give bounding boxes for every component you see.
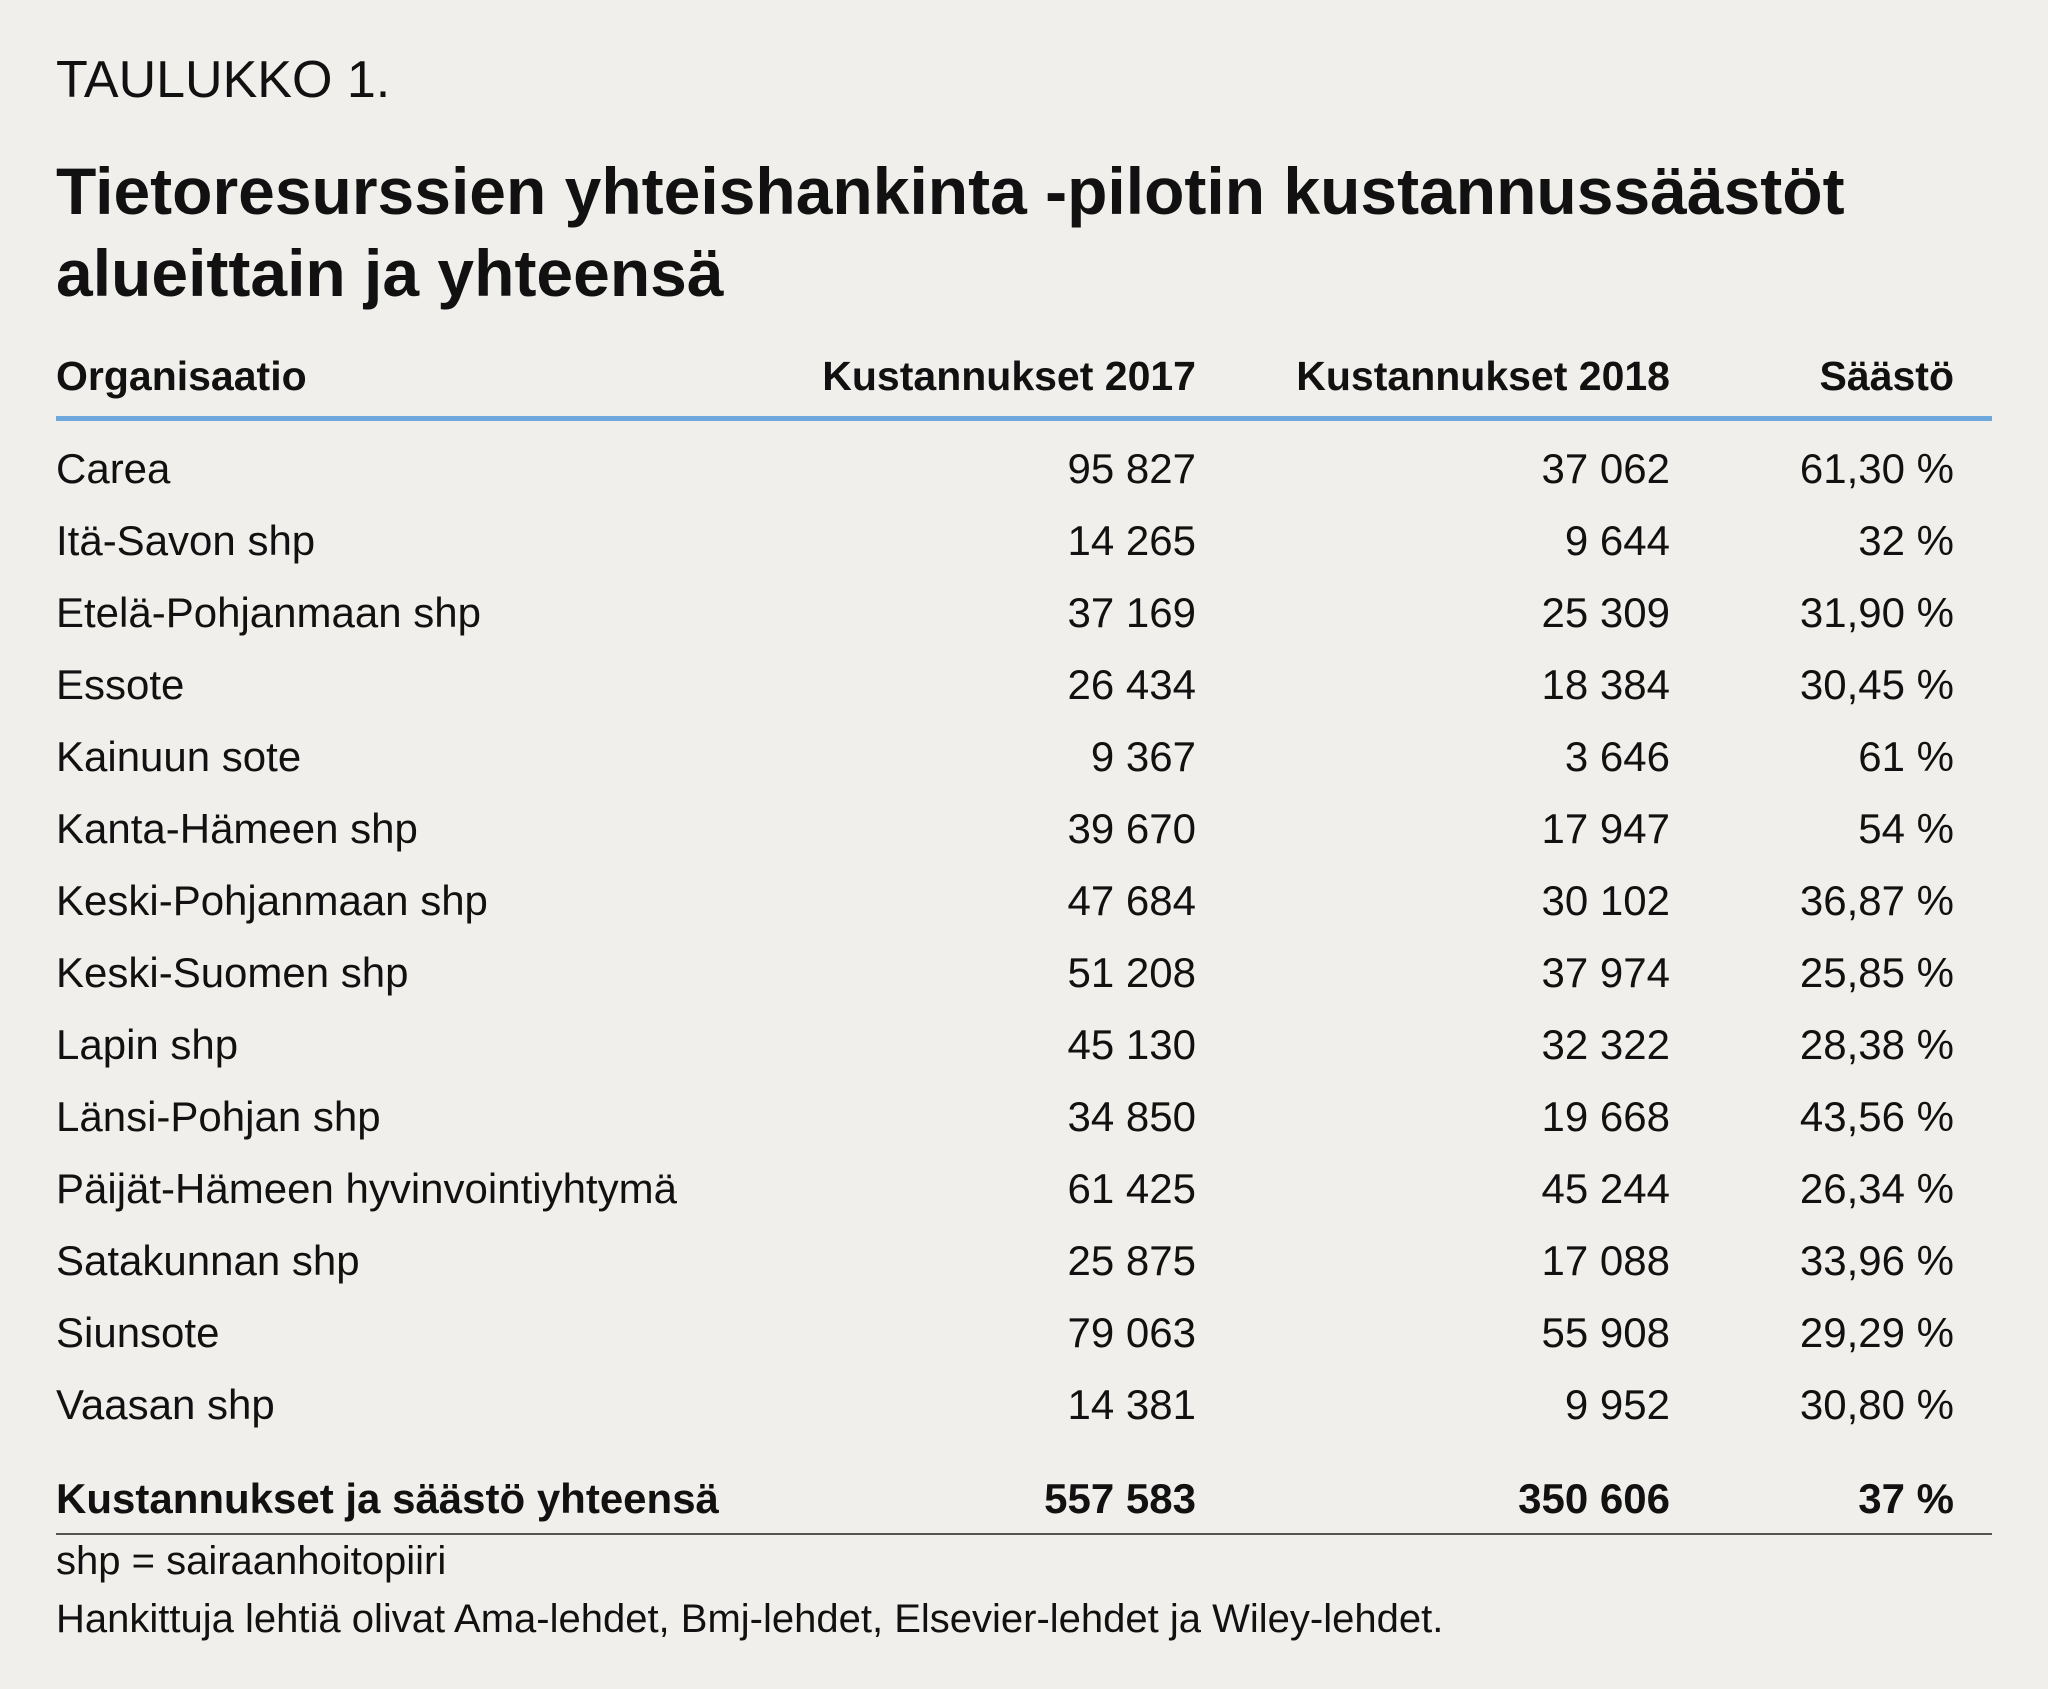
table-row: Kainuun sote 9 367 3 646 61 % xyxy=(56,729,1992,801)
table-row: Essote 26 434 18 384 30,45 % xyxy=(56,657,1992,729)
cell-costs-2018: 55 908 xyxy=(1541,1309,1670,1356)
cell-costs-2017: 61 425 xyxy=(1067,1165,1196,1212)
title-line-2: alueittain ja yhteensä xyxy=(56,236,724,310)
cell-saving: 33,96 % xyxy=(1799,1237,1954,1284)
total-saving: 37 % xyxy=(1858,1475,1954,1522)
cell-organisation: Kainuun sote xyxy=(56,733,302,780)
cell-costs-2018: 25 309 xyxy=(1541,589,1670,636)
cell-organisation: Keski-Suomen shp xyxy=(56,949,409,996)
cell-organisation: Siunsote xyxy=(56,1309,220,1356)
cost-savings-table: Organisaatio Kustannukset 2017 Kustannuk… xyxy=(56,348,1992,1535)
table-row: Kanta-Hämeen shp 39 670 17 947 54 % xyxy=(56,801,1992,873)
table-row: Lapin shp 45 130 32 322 28,38 % xyxy=(56,1017,1992,1089)
cell-saving: 43,56 % xyxy=(1799,1093,1954,1140)
cell-costs-2018: 18 384 xyxy=(1541,661,1670,708)
cell-costs-2018: 17 947 xyxy=(1541,805,1670,852)
cell-costs-2017: 26 434 xyxy=(1067,661,1196,708)
cell-saving: 28,38 % xyxy=(1799,1021,1954,1068)
cell-saving: 31,90 % xyxy=(1799,589,1954,636)
cell-organisation: Kanta-Hämeen shp xyxy=(56,805,418,852)
table-row: Päijät-Hämeen hyvinvointiyhtymä 61 425 45 … xyxy=(56,1161,1992,1233)
header-saving: Säästö xyxy=(1819,353,1954,399)
header-costs-2017: Kustannukset 2017 xyxy=(822,353,1196,399)
table-label: TAULUKKO 1. xyxy=(56,51,391,109)
cell-costs-2017: 47 684 xyxy=(1067,877,1196,924)
cell-costs-2018: 30 102 xyxy=(1541,877,1670,924)
table-row: Carea 95 827 37 062 61,30 % xyxy=(56,441,1992,513)
table-row: Keski-Suomen shp 51 208 37 974 25,85 % xyxy=(56,945,1992,1017)
cell-costs-2017: 39 670 xyxy=(1067,805,1196,852)
cell-costs-2018: 37 062 xyxy=(1541,445,1670,492)
table-header-row: Organisaatio Kustannukset 2017 Kustannuk… xyxy=(56,348,1992,416)
total-label: Kustannukset ja säästö yhteensä xyxy=(56,1475,719,1522)
header-divider xyxy=(56,416,1992,421)
cell-saving: 61,30 % xyxy=(1799,445,1954,492)
cell-organisation: Itä-Savon shp xyxy=(56,517,316,564)
cell-costs-2018: 17 088 xyxy=(1541,1237,1670,1284)
note-journals: Hankittuja lehtiä olivat Ama-lehdet, Bmj… xyxy=(56,1597,1444,1641)
table-row: Vaasan shp 14 381 9 952 30,80 % xyxy=(56,1377,1992,1449)
cell-organisation: Lapin shp xyxy=(56,1021,239,1068)
cell-organisation: Länsi-Pohjan shp xyxy=(56,1093,381,1140)
cell-costs-2017: 51 208 xyxy=(1067,949,1196,996)
cell-saving: 36,87 % xyxy=(1799,877,1954,924)
table-notes: shp = sairaanhoitopiiri Hankittuja lehti… xyxy=(56,1532,1443,1648)
cell-organisation: Keski-Pohjanmaan shp xyxy=(56,877,488,924)
cell-saving: 54 % xyxy=(1858,805,1954,852)
cell-costs-2018: 32 322 xyxy=(1541,1021,1670,1068)
cell-saving: 29,29 % xyxy=(1799,1309,1954,1356)
header-costs-2018: Kustannukset 2018 xyxy=(1296,353,1670,399)
cell-costs-2018: 3 646 xyxy=(1564,733,1670,780)
table-row: Itä-Savon shp 14 265 9 644 32 % xyxy=(56,513,1992,585)
table-row: Etelä-Pohjanmaan shp 37 169 25 309 31,90 % xyxy=(56,585,1992,657)
cell-costs-2018: 37 974 xyxy=(1541,949,1670,996)
table-row: Siunsote 79 063 55 908 29,29 % xyxy=(56,1305,1992,1377)
cell-costs-2018: 9 952 xyxy=(1564,1381,1670,1428)
cell-costs-2017: 45 130 xyxy=(1067,1021,1196,1068)
cell-costs-2017: 79 063 xyxy=(1067,1309,1196,1356)
cell-organisation: Etelä-Pohjanmaan shp xyxy=(56,589,481,636)
cell-costs-2018: 45 244 xyxy=(1541,1165,1670,1212)
note-abbreviation: shp = sairaanhoitopiiri xyxy=(56,1539,447,1583)
cell-costs-2017: 95 827 xyxy=(1067,445,1196,492)
cell-saving: 32 % xyxy=(1858,517,1954,564)
cell-costs-2017: 25 875 xyxy=(1067,1237,1196,1284)
table-total-row: Kustannukset ja säästö yhteensä 557 583 … xyxy=(56,1471,1992,1533)
cell-organisation: Essote xyxy=(56,661,185,708)
cell-saving: 30,80 % xyxy=(1799,1381,1954,1428)
table-row: Satakunnan shp 25 875 17 088 33,96 % xyxy=(56,1233,1992,1305)
total-costs-2017: 557 583 xyxy=(1044,1475,1196,1522)
cell-saving: 25,85 % xyxy=(1799,949,1954,996)
bottom-divider xyxy=(56,1533,1992,1535)
cell-costs-2017: 9 367 xyxy=(1090,733,1196,780)
table-row: Keski-Pohjanmaan shp 47 684 30 102 36,87 % xyxy=(56,873,1992,945)
table-title: Tietoresurssien yhteishankinta -pilotin … xyxy=(56,150,1956,314)
cell-saving: 61 % xyxy=(1858,733,1954,780)
cell-costs-2018: 9 644 xyxy=(1564,517,1670,564)
cell-saving: 30,45 % xyxy=(1799,661,1954,708)
cell-costs-2017: 14 381 xyxy=(1067,1381,1196,1428)
header-organisation: Organisaatio xyxy=(56,353,307,399)
cell-costs-2017: 37 169 xyxy=(1067,589,1196,636)
cell-costs-2017: 14 265 xyxy=(1067,517,1196,564)
title-line-1: Tietoresurssien yhteishankinta -pilotin … xyxy=(56,154,1845,228)
cell-organisation: Päijät-Hämeen hyvinvointiyhtymä xyxy=(56,1165,677,1212)
cell-saving: 26,34 % xyxy=(1799,1165,1954,1212)
cell-costs-2017: 34 850 xyxy=(1067,1093,1196,1140)
cell-organisation: Carea xyxy=(56,445,171,492)
cell-organisation: Vaasan shp xyxy=(56,1381,275,1428)
table-row: Länsi-Pohjan shp 34 850 19 668 43,56 % xyxy=(56,1089,1992,1161)
cell-costs-2018: 19 668 xyxy=(1541,1093,1670,1140)
cell-organisation: Satakunnan shp xyxy=(56,1237,360,1284)
table-body: Carea 95 827 37 062 61,30 % Itä-Savon shp 14 … xyxy=(56,441,1992,1449)
total-costs-2018: 350 606 xyxy=(1518,1475,1670,1522)
